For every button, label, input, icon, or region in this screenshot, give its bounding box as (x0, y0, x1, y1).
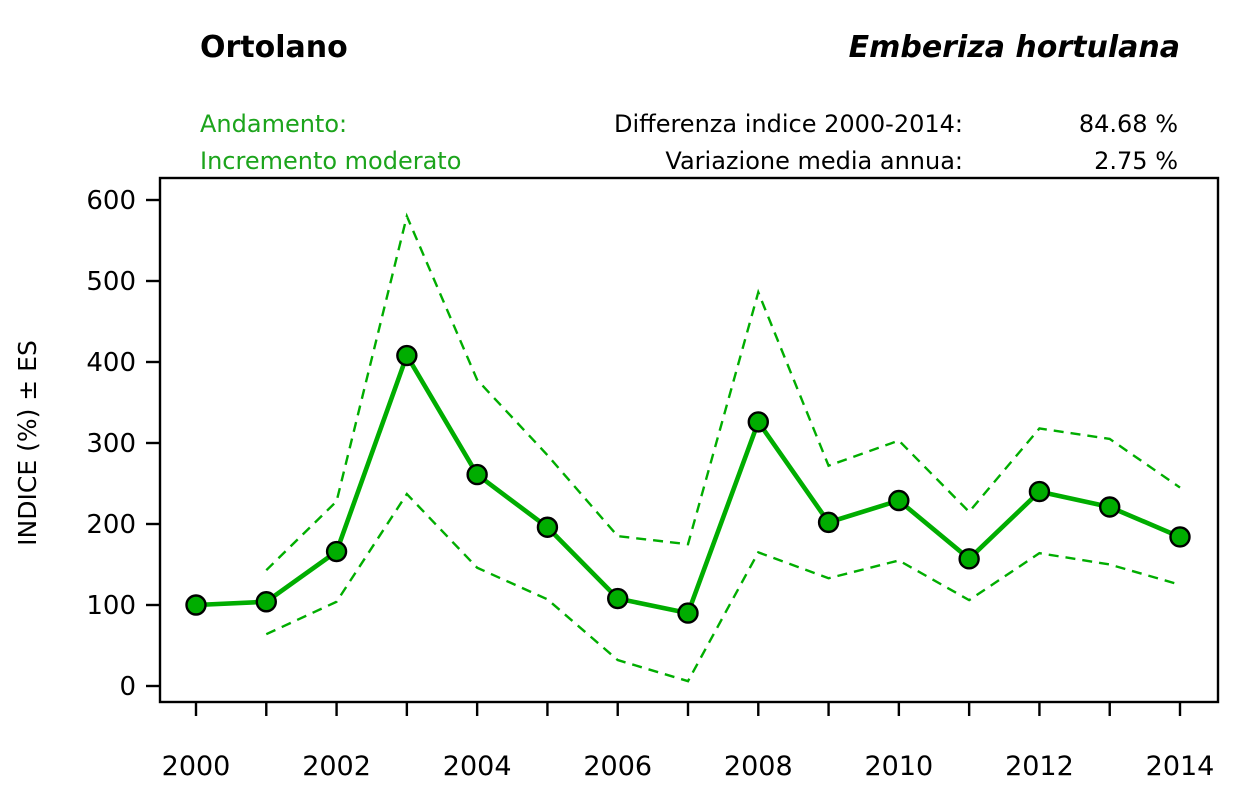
data-point-2006 (607, 587, 629, 610)
data-point-2013 (1099, 496, 1121, 518)
x-axis-tick-label: 2004 (443, 751, 512, 782)
data-point-2007 (677, 602, 699, 624)
data-point-2011 (958, 548, 980, 570)
y-axis-tick-label: 500 (86, 267, 136, 297)
data-point-2005 (536, 516, 559, 538)
annual-variation-value: 2.75 % (1094, 147, 1178, 175)
data-point-2002 (325, 540, 348, 563)
y-axis-tick-label: 300 (86, 429, 136, 459)
x-axis-tick-label: 2014 (1146, 751, 1215, 782)
annual-variation-label: Variazione media annua: (665, 147, 963, 175)
y-axis-tick-label: 200 (86, 510, 136, 540)
data-point-2001 (255, 591, 277, 613)
y-axis-tick-label: 400 (86, 348, 136, 378)
index-difference-value: 84.68 % (1078, 110, 1178, 138)
species-common-name: Ortolano (200, 30, 348, 65)
data-point-2014 (1169, 526, 1191, 548)
y-axis-tick-label: 0 (119, 672, 136, 702)
data-point-2008 (747, 411, 769, 433)
x-axis-tick-label: 2008 (724, 751, 793, 782)
x-axis-tick-label: 2000 (162, 751, 231, 782)
y-axis-tick-label: 600 (86, 186, 136, 216)
data-point-2010 (888, 489, 910, 512)
upper-es-line (265, 212, 1181, 572)
x-axis-tick-label: 2012 (1005, 751, 1074, 782)
index-difference-label: Differenza indice 2000-2014: (614, 110, 963, 138)
data-point-2009 (817, 511, 840, 534)
x-axis-tick-label: 2006 (583, 751, 652, 782)
trend-classification: Incremento moderato (200, 147, 462, 175)
x-axis-tick-label: 2010 (864, 751, 933, 782)
trend-label: Andamento: (200, 110, 348, 138)
species-scientific-name: Emberiza hortulana (848, 30, 1180, 65)
data-point-2012 (1028, 480, 1051, 503)
data-point-2004 (466, 463, 488, 486)
y-axis-title: INDICE (%) ± ES (13, 340, 42, 546)
data-point-2000 (185, 594, 207, 616)
lower-es-line (265, 492, 1181, 683)
x-axis-tick-label: 2002 (302, 751, 371, 782)
data-point-2003 (396, 344, 418, 367)
y-axis-tick-label: 100 (86, 591, 136, 621)
